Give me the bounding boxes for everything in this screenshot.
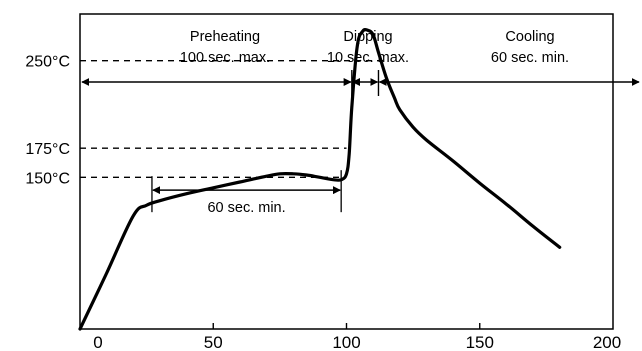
x-tick-label: 150 <box>466 333 494 351</box>
x-tick-label: 0 <box>93 333 102 351</box>
phase-name: Preheating <box>190 29 260 45</box>
x-tick-label: 200 <box>593 333 621 351</box>
annotation-label: 60 sec. min. <box>207 200 285 216</box>
y-tick-label: 150°C <box>25 170 70 187</box>
reference-lines <box>80 60 387 178</box>
annotations: 60 sec. min. <box>151 170 342 216</box>
series-layer <box>78 27 562 331</box>
phase-note: 60 sec. min. <box>491 50 569 66</box>
phase-name: Cooling <box>505 29 554 45</box>
phase-name: Dipping <box>343 29 392 45</box>
y-tick-label: 250°C <box>25 54 70 71</box>
phase-note: 100 sec. max. <box>180 50 270 66</box>
temperature-profile-line <box>78 27 562 331</box>
x-tick-label: 50 <box>204 333 223 351</box>
y-tick-label: 175°C <box>25 141 70 158</box>
phase-note: 10 sec. max. <box>327 50 409 66</box>
phase-markers: Preheating 100 sec. max. Dipping 10 sec. ma… <box>81 29 640 96</box>
x-tick-label: 100 <box>332 333 360 351</box>
x-axis-ticks: 0 50 100 150 200 <box>93 323 621 351</box>
y-axis-labels: 250°C 175°C 150°C <box>25 54 70 188</box>
